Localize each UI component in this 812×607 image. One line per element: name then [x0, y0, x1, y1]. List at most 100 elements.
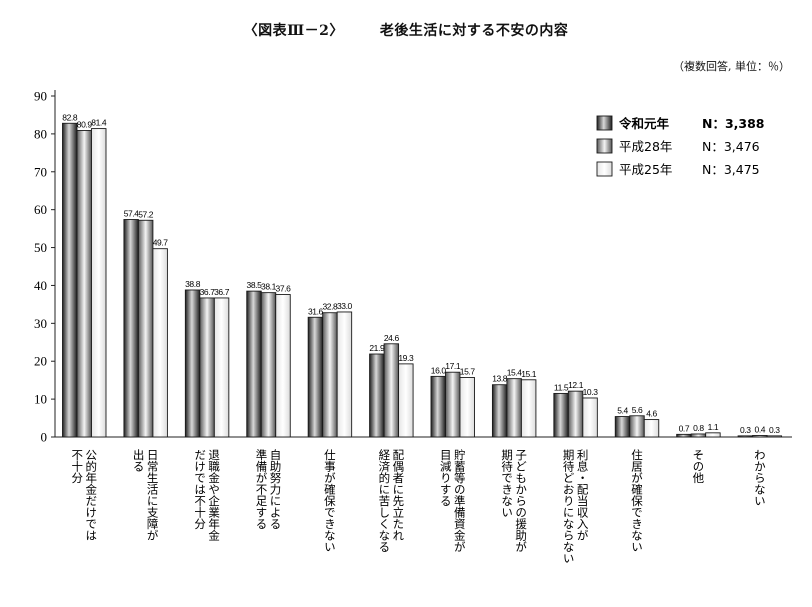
y-tick-label: 50 [34, 240, 47, 255]
chart-title: 〈図表Ⅲ－2〉 老後生活に対する不安の内容 [0, 20, 812, 40]
bar [137, 219, 154, 438]
figure-number: 〈図表Ⅲ－2〉 [243, 23, 344, 39]
y-tick-label: 10 [34, 392, 47, 407]
bar [76, 130, 92, 438]
y-tick-label: 40 [34, 278, 47, 293]
data-label: 4.6 [646, 409, 657, 419]
bar [445, 371, 461, 438]
category-label: 自助努力による [269, 449, 283, 530]
legend-swatch [596, 138, 613, 154]
data-label: 82.8 [62, 112, 78, 122]
legend-label: 令和元年 [618, 116, 670, 131]
y-tick-label: 90 [34, 89, 47, 104]
bar [336, 311, 353, 438]
data-label: 0.8 [693, 423, 704, 433]
bar [643, 419, 660, 438]
y-tick-label: 30 [34, 316, 47, 331]
bar [553, 392, 569, 438]
category-label: 仕事が確保できない [323, 449, 337, 553]
bar [246, 290, 262, 438]
y-tick-label: 20 [34, 354, 47, 369]
data-label: 5.4 [617, 406, 628, 416]
category-label: 期待どおりにならない [562, 449, 576, 564]
data-label: 19.3 [398, 353, 414, 363]
data-label: 17.1 [445, 361, 461, 371]
category-label: 利息・配当収入が [576, 449, 590, 541]
category-label: 公的年金だけでは [84, 449, 98, 541]
bar [491, 384, 508, 438]
data-label: 15.4 [507, 368, 523, 378]
data-label: 13.8 [492, 374, 508, 384]
data-label: 15.7 [460, 367, 476, 377]
data-label: 5.6 [632, 405, 643, 415]
bar [307, 316, 324, 438]
data-label: 80.9 [77, 119, 93, 129]
data-label: 1.1 [708, 422, 719, 432]
unit-note: （複数回答, 単位：％） [673, 60, 790, 73]
bar [199, 297, 215, 438]
bar [91, 128, 107, 438]
data-label: 0.4 [755, 424, 766, 434]
y-tick-label: 70 [34, 164, 47, 179]
data-label: 33.0 [337, 301, 353, 311]
bar [369, 353, 385, 438]
data-label: 10.3 [583, 387, 599, 397]
data-label: 38.1 [261, 282, 277, 292]
y-tick-label: 80 [34, 126, 47, 141]
bar [752, 435, 768, 438]
bar [737, 435, 754, 438]
bar [766, 435, 783, 438]
data-label: 49.7 [153, 238, 169, 248]
data-label: 38.8 [185, 279, 201, 289]
data-label: 16.0 [431, 365, 447, 375]
bar [567, 390, 584, 438]
category-label: 経済的に苦しくなる [377, 449, 391, 553]
legend-n: N：3,388 [702, 116, 765, 131]
bar [629, 415, 645, 438]
bar [123, 219, 139, 438]
bar [520, 379, 537, 438]
category-label: わからない [753, 449, 767, 507]
data-label: 15.1 [521, 369, 537, 379]
data-label: 31.6 [308, 306, 324, 316]
bar [260, 292, 277, 438]
bar [676, 433, 692, 438]
bar [184, 289, 201, 438]
category-label: 出る [132, 448, 146, 472]
category-label: 貯蓄等の準備資金が [453, 449, 467, 553]
category-label: 配偶者に先立たれ [391, 449, 405, 541]
data-label: 36.7 [214, 287, 230, 297]
category-label: 期待できない [500, 449, 514, 518]
legend-n: N：3,475 [702, 162, 760, 177]
bar [459, 377, 475, 438]
category-label: 目減りする [439, 449, 453, 507]
bar [383, 343, 400, 438]
data-label: 24.6 [384, 333, 400, 343]
bar [705, 432, 721, 438]
bar [275, 294, 291, 438]
data-label: 0.3 [740, 425, 751, 435]
title-text: 老後生活に対する不安の内容 [379, 23, 569, 39]
legend-label: 平成25年 [619, 162, 672, 177]
legend-label: 平成28年 [619, 139, 672, 154]
legend-swatch [596, 115, 613, 131]
data-label: 21.9 [369, 343, 385, 353]
data-label: 0.7 [679, 423, 690, 433]
data-label: 81.4 [91, 118, 107, 128]
bar [506, 378, 522, 438]
bar [690, 433, 707, 438]
bar [62, 122, 78, 438]
legend-n: N：3,476 [702, 139, 760, 154]
category-label: 住居が確保できない [630, 448, 644, 552]
bar [213, 297, 230, 438]
bar [430, 375, 446, 438]
bar [582, 397, 598, 438]
data-label: 36.7 [200, 287, 216, 297]
category-label: 日常生活に支障が [146, 449, 160, 541]
category-label: だけでは不十分 [193, 449, 207, 530]
bar [614, 416, 631, 438]
category-label: 準備が不足する [255, 448, 269, 529]
data-label: 37.6 [276, 284, 292, 294]
bar [398, 363, 414, 438]
